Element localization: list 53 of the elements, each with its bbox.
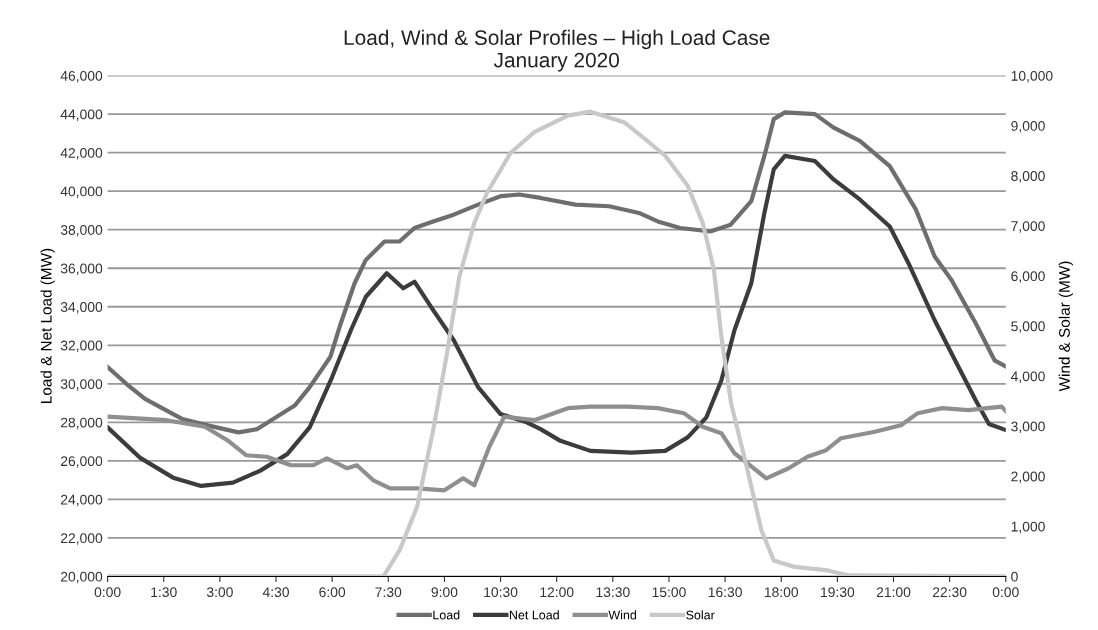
x-tick-label: 10:30: [484, 587, 518, 598]
x-tick-label: 19:30: [821, 587, 855, 598]
y-tick-label: 22,000: [60, 533, 103, 545]
x-tick-label: 4:30: [262, 587, 289, 598]
y2-tick-label: 6,000: [1011, 271, 1045, 283]
y-tick-label: 34,000: [60, 302, 103, 314]
y2-tick-label: 2,000: [1011, 471, 1045, 484]
y2-tick-label: 4,000: [1010, 371, 1045, 383]
line-series: [107, 404, 1006, 493]
x-tick-label: 21:00: [876, 587, 911, 598]
y-tick-label: 46,000: [60, 70, 103, 83]
y-tick-label: 38,000: [60, 225, 103, 237]
legend-label: Net Load: [509, 610, 559, 620]
y-tick-label: 24,000: [60, 494, 103, 507]
x-tick-label: 7:30: [375, 587, 402, 598]
line-series: [107, 110, 1006, 435]
x-tick-label: 18:00: [764, 587, 799, 598]
y-tick-label: 32,000: [60, 340, 103, 353]
x-tick-label: 12:00: [540, 587, 574, 598]
line-series: [107, 153, 1006, 488]
x-tick-label: 0:00: [992, 587, 1019, 598]
y2-tick-label: 7,000: [1011, 221, 1045, 233]
x-tick-label: 6:00: [319, 587, 346, 598]
x-tick-label: 16:30: [708, 587, 742, 598]
y-tick-label: 36,000: [60, 263, 103, 276]
y-tick-label: 26,000: [60, 456, 103, 468]
y2-axis-title: Wind & Solar (MW): [1058, 261, 1073, 392]
y2-tick-label: 1,000: [1011, 521, 1045, 534]
y-tick-label: 30,000: [60, 379, 103, 391]
y-tick-label: 44,000: [60, 109, 103, 121]
x-tick-label: 15:00: [652, 587, 686, 598]
x-tick-label: 0:00: [94, 587, 121, 598]
y-tick-label: 40,000: [60, 186, 103, 198]
legend-label: Solar: [686, 610, 715, 620]
legend-label: Wind: [608, 610, 637, 620]
y2-tick-label: 9,000: [1011, 121, 1045, 133]
y-tick-label: 20,000: [60, 571, 103, 584]
x-tick-label: 22:30: [932, 587, 967, 598]
x-tick-label: 3:00: [206, 587, 233, 598]
y2-tick-label: 5,000: [1011, 321, 1045, 333]
x-tick-label: 9:00: [431, 587, 458, 598]
x-tick-label: 1:30: [151, 587, 177, 598]
y2-tick-label: 3,000: [1011, 421, 1045, 433]
chart-title: Load, Wind & Solar Profiles – High Load Case January 2020: [344, 29, 770, 72]
y-tick-label: 28,000: [60, 417, 103, 430]
y2-tick-label: 10,000: [1011, 70, 1053, 83]
y2-tick-label: 0: [1011, 571, 1018, 582]
y-axis-title: Load & Net Load (MW): [40, 248, 55, 403]
line-series: [107, 109, 1006, 577]
y2-tick-label: 8,000: [1011, 171, 1045, 183]
legend-label: Load: [433, 610, 460, 620]
x-tick-label: 13:30: [596, 587, 630, 598]
y-tick-label: 42,000: [60, 147, 103, 160]
